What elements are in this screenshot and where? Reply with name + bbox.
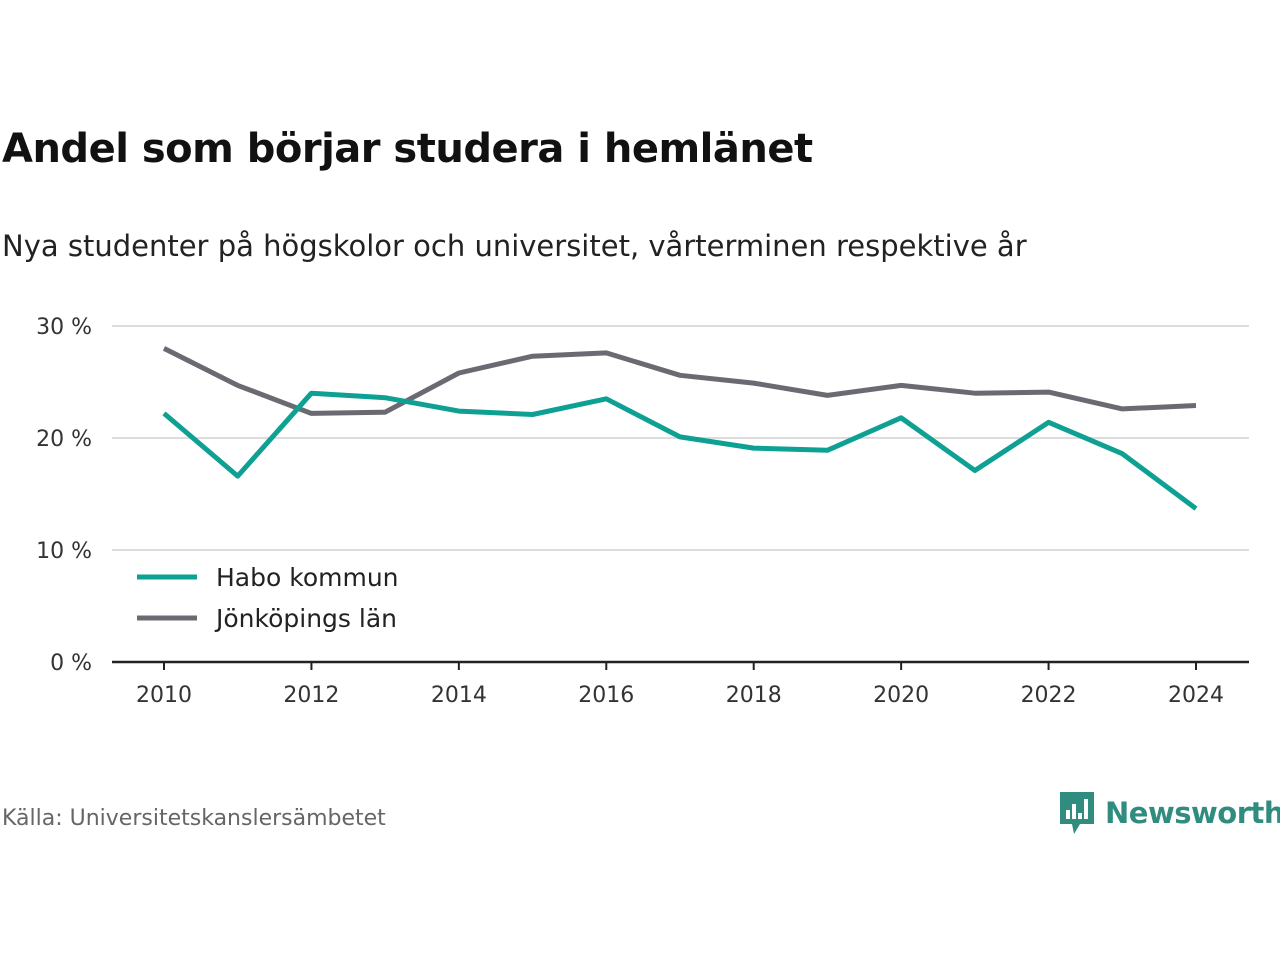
y-tick-label: 20 % xyxy=(36,427,92,452)
x-tick-label: 2024 xyxy=(1168,683,1224,708)
newsworthy-logo: Newsworthy xyxy=(1058,790,1280,836)
x-tick-label: 2018 xyxy=(726,683,782,708)
brand-name: Newsworthy xyxy=(1105,796,1280,830)
x-tick-label: 2016 xyxy=(578,683,634,708)
chart-title: Andel som börjar studera i hemlänet xyxy=(2,126,813,172)
x-tick-label: 2014 xyxy=(431,683,487,708)
x-tick-label: 2012 xyxy=(283,683,339,708)
y-tick-label: 10 % xyxy=(36,539,92,564)
x-tick-label: 2020 xyxy=(873,683,929,708)
x-tick-label: 2010 xyxy=(136,683,192,708)
y-tick-label: 30 % xyxy=(36,315,92,340)
source-note: Källa: Universitetskanslersämbetet xyxy=(2,806,386,831)
y-tick-label: 0 % xyxy=(50,651,92,676)
legend-label: Habo kommun xyxy=(216,563,399,592)
series-line xyxy=(162,346,1197,416)
newsworthy-logo-icon xyxy=(1060,792,1094,834)
series-line xyxy=(162,390,1198,511)
x-tick-label: 2022 xyxy=(1021,683,1077,708)
chart-subtitle: Nya studenter på högskolor och universit… xyxy=(2,229,1027,263)
legend-label: Jönköpings län xyxy=(214,604,397,633)
